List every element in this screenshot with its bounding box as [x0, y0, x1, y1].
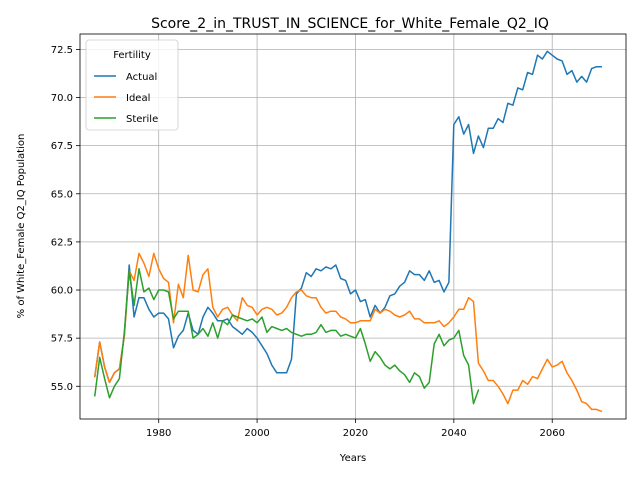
- y-tick-label: 70.0: [51, 93, 73, 104]
- y-tick-label: 67.5: [51, 141, 73, 152]
- axis-ticks: 1980 2000 2020 2040 2060 55.0 57.5 60.0 62.5 65.0…: [51, 45, 565, 439]
- legend-label-sterile: Sterile: [126, 114, 158, 125]
- x-tick-label: 2020: [343, 428, 368, 439]
- x-tick-label: 1980: [146, 428, 171, 439]
- legend-box: [85, 39, 179, 131]
- legend: Fertility Actual Ideal Sterile: [85, 39, 179, 131]
- series-line-actual: [94, 50, 603, 384]
- x-axis-label: Years: [339, 453, 366, 464]
- series-line-sterile: [94, 268, 480, 405]
- x-tick-label: 2000: [244, 428, 269, 439]
- legend-label-ideal: Ideal: [126, 93, 150, 104]
- grid-lines: [80, 34, 626, 419]
- y-tick-label: 60.0: [51, 286, 73, 297]
- y-tick-label: 72.5: [51, 45, 73, 56]
- y-tick-label: 55.0: [51, 382, 73, 393]
- y-tick-label: 62.5: [51, 237, 73, 248]
- y-axis-label: % of White_Female Q2_IQ Population: [16, 134, 27, 319]
- series-lines: [94, 50, 603, 413]
- series-line-ideal: [94, 252, 603, 413]
- y-tick-label: 65.0: [51, 189, 73, 200]
- x-tick-label: 2040: [441, 428, 466, 439]
- x-tick-label: 2060: [539, 428, 564, 439]
- legend-label-actual: Actual: [126, 72, 157, 83]
- y-tick-label: 57.5: [51, 334, 73, 345]
- chart-title: Score_2_in_TRUST_IN_SCIENCE_for_White_Fe…: [151, 16, 549, 32]
- plot-frame: [79, 33, 627, 420]
- legend-title: Fertility: [113, 50, 151, 61]
